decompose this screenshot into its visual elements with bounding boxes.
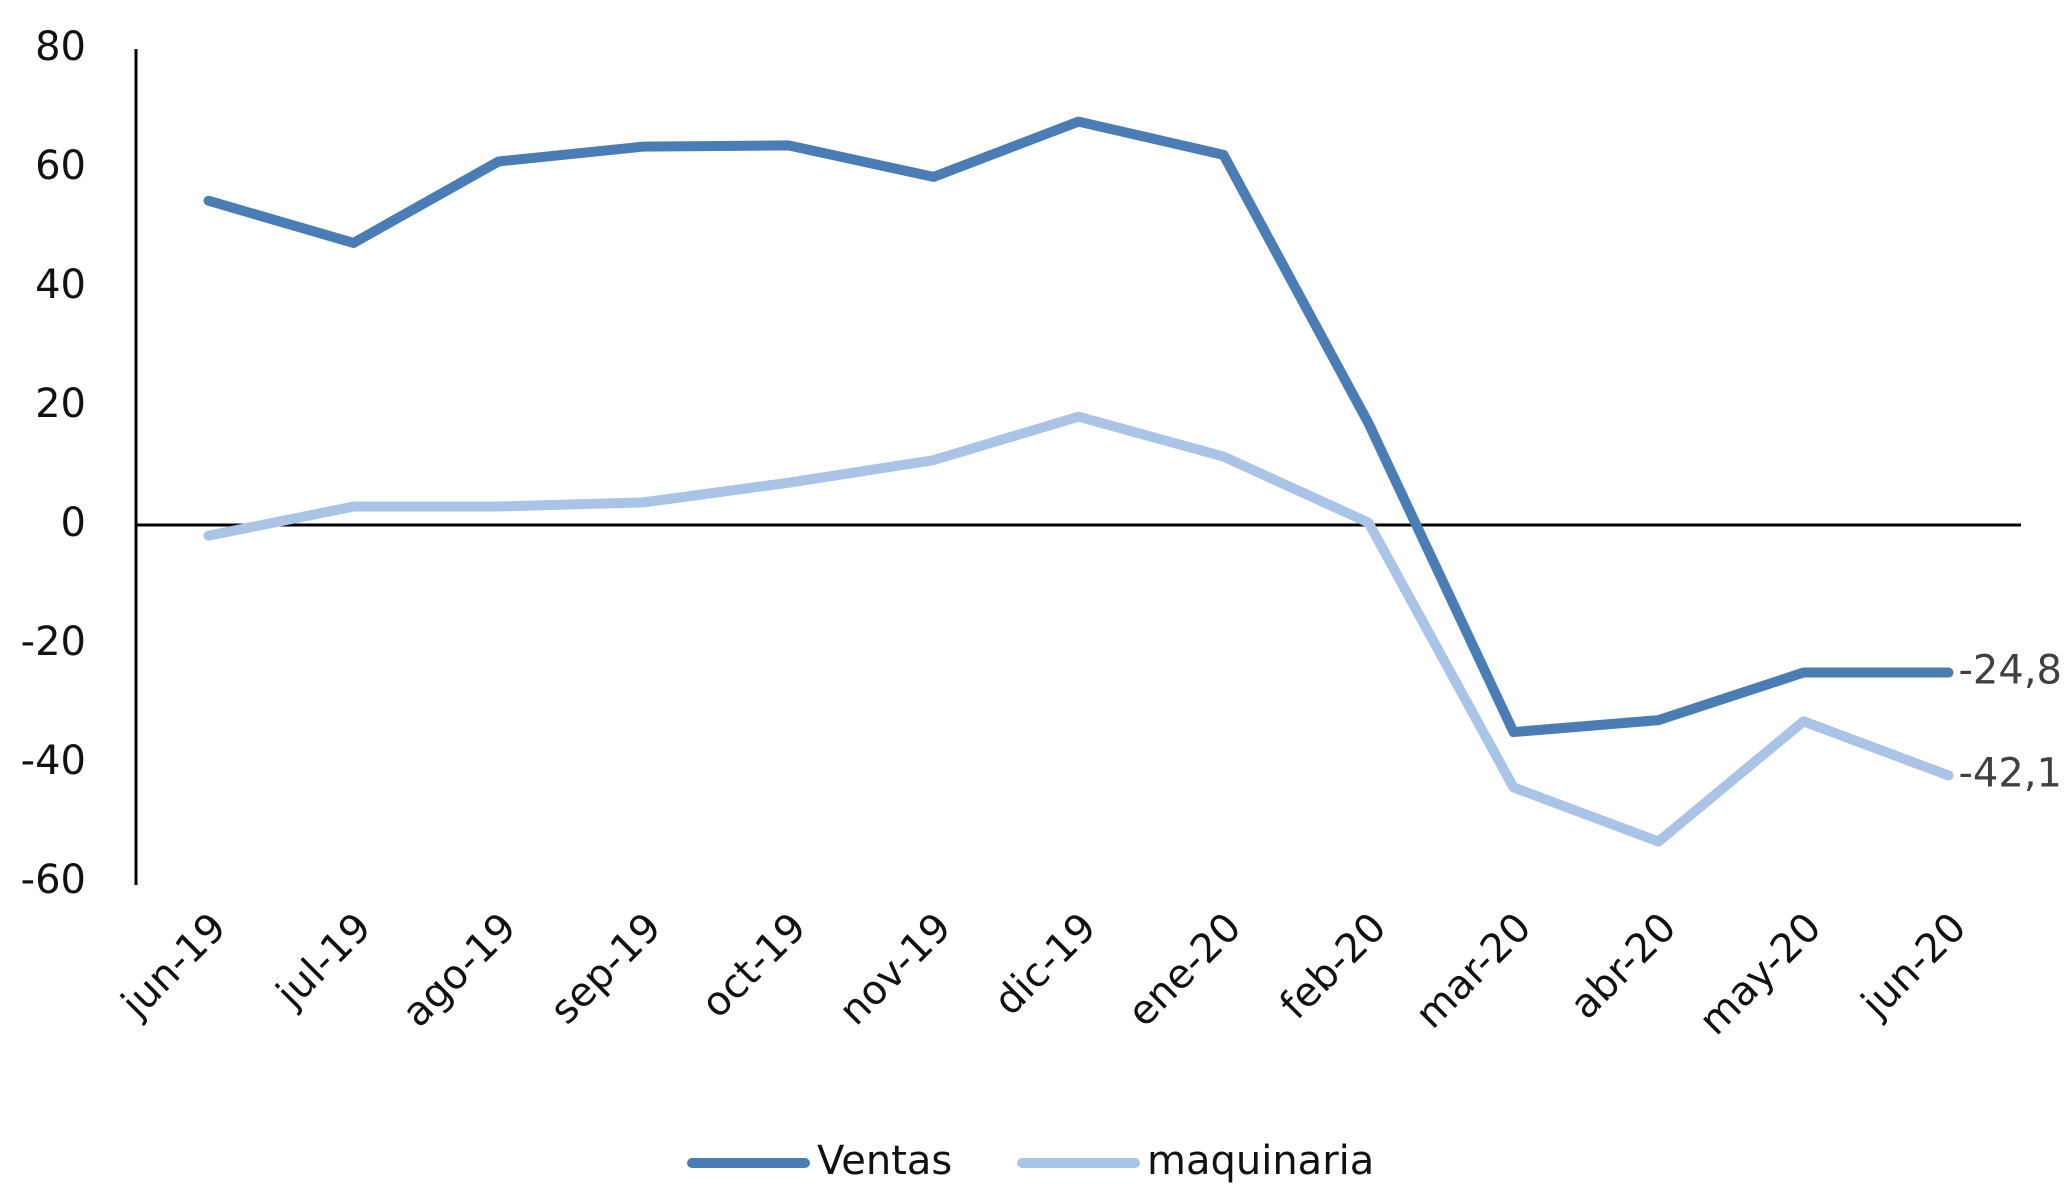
x-tick-label: ago-19 <box>394 904 526 1036</box>
y-tick-label: 0 <box>61 500 86 546</box>
y-tick-label: -40 <box>21 738 86 784</box>
x-tick-label: jun-19 <box>112 904 235 1027</box>
x-tick-label: jul-19 <box>267 904 380 1017</box>
x-tick-label: feb-20 <box>1271 904 1395 1028</box>
x-tick-label: may-20 <box>1690 904 1830 1044</box>
x-tick-label: nov-19 <box>830 904 960 1034</box>
y-tick-label: 80 <box>35 24 86 70</box>
y-tick-label: 60 <box>35 143 86 189</box>
y-tick-label: 40 <box>35 262 86 308</box>
series-line <box>203 116 1954 738</box>
x-tick-label: sep-19 <box>542 904 671 1033</box>
x-tick-label: jun-20 <box>1852 904 1975 1027</box>
legend-label: maquinaria <box>1147 1138 1374 1184</box>
x-tick-label: ene-20 <box>1119 904 1250 1035</box>
data-label: -24,8 <box>1959 648 2063 694</box>
x-tick-label: oct-19 <box>693 904 816 1027</box>
x-tick-label: abr-20 <box>1562 904 1686 1028</box>
y-tick-label: 20 <box>35 381 86 427</box>
series-line <box>203 411 1954 847</box>
legend-label: Ventas <box>817 1138 952 1184</box>
x-tick-label: mar-20 <box>1407 904 1540 1037</box>
data-label: -42,1 <box>1959 750 2063 796</box>
y-tick-label: -20 <box>21 619 86 665</box>
x-tick-label: dic-19 <box>985 904 1105 1024</box>
y-tick-label: -60 <box>21 857 86 903</box>
